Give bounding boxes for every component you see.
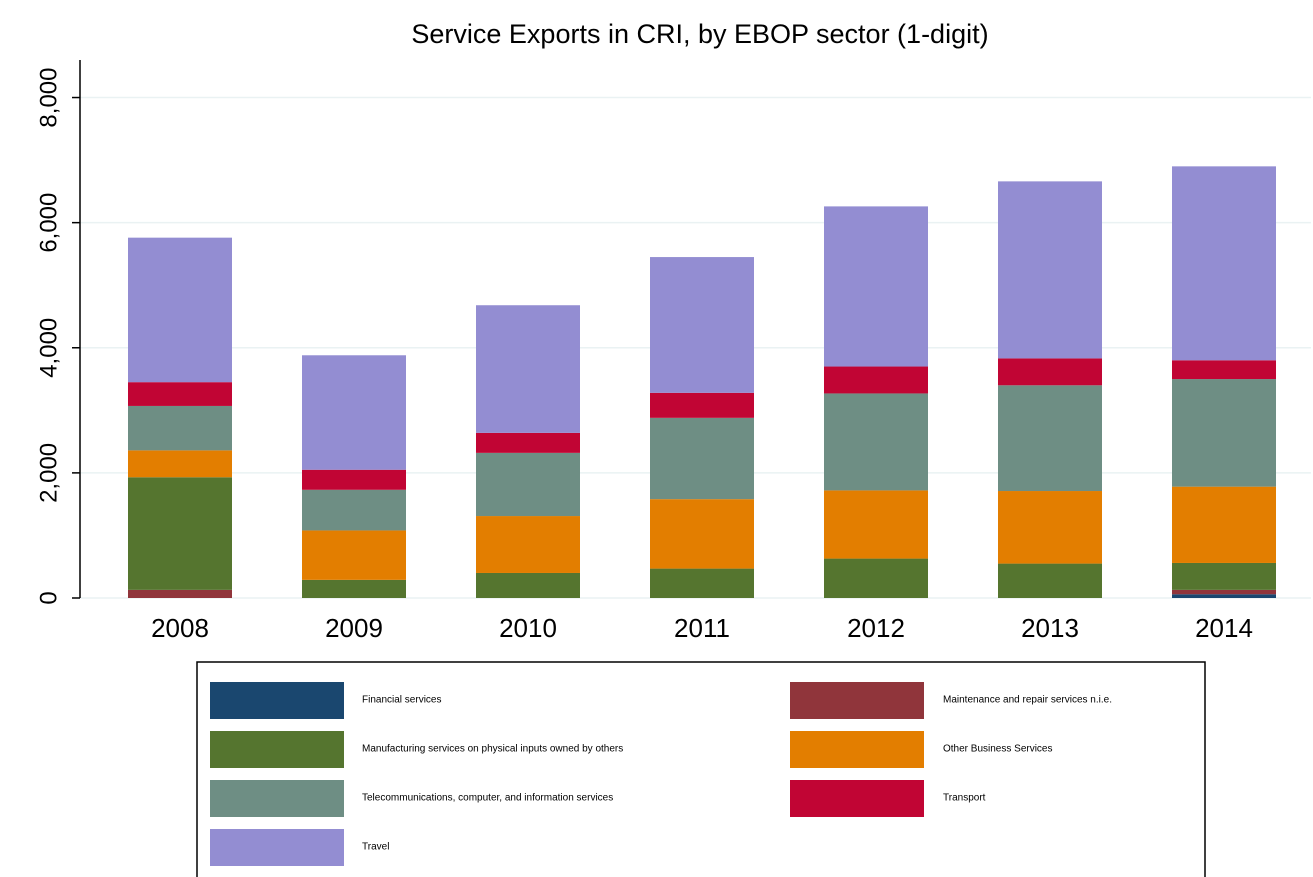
legend-label: Maintenance and repair services n.i.e. — [943, 695, 1112, 706]
bar-segment — [476, 305, 580, 433]
bar-segment — [998, 491, 1102, 564]
y-tick-label: 4,000 — [35, 318, 62, 378]
legend-box — [196, 661, 1206, 877]
bar-segment — [1172, 589, 1276, 595]
bar-segment — [824, 490, 928, 559]
legend-label: Financial services — [362, 695, 441, 706]
chart-title: Service Exports in CRI, by EBOP sector (… — [411, 19, 988, 49]
bar-segment — [650, 392, 754, 418]
bar-segment — [1172, 562, 1276, 590]
bar-segment — [998, 385, 1102, 492]
bar-segment — [998, 563, 1102, 598]
legend-swatch — [210, 682, 344, 719]
bar-segment — [128, 589, 232, 598]
y-tick-label: 0 — [35, 591, 62, 604]
bar-segment — [650, 568, 754, 598]
x-tick-label: 2009 — [325, 613, 383, 643]
bar-segment — [476, 572, 580, 598]
legend-swatch — [210, 780, 344, 817]
legend-swatch — [210, 829, 344, 866]
bar-segment — [824, 393, 928, 491]
legend-swatch — [210, 731, 344, 768]
bar-segment — [1172, 486, 1276, 563]
legend-label: Transport — [943, 793, 986, 804]
bar-segment — [128, 237, 232, 383]
bar-segment — [1172, 379, 1276, 487]
bar-segment — [1172, 360, 1276, 380]
legend-swatch — [790, 682, 924, 719]
bar-segment — [128, 477, 232, 590]
bar-segment — [650, 257, 754, 393]
bar-segment — [476, 516, 580, 573]
y-tick-label: 2,000 — [35, 443, 62, 503]
legend-label: Manufacturing services on physical input… — [362, 744, 623, 755]
x-tick-label: 2014 — [1195, 613, 1253, 643]
bar-segment — [128, 382, 232, 406]
bar-segment — [650, 417, 754, 500]
bar-segment — [998, 358, 1102, 386]
bar-segment — [998, 181, 1102, 359]
bar-segment — [302, 579, 406, 598]
x-tick-label: 2012 — [847, 613, 905, 643]
bar-segment — [128, 405, 232, 451]
bar-segment — [302, 489, 406, 531]
y-tick-label: 6,000 — [35, 193, 62, 253]
y-tick-label: 8,000 — [35, 68, 62, 128]
legend-label: Telecommunications, computer, and inform… — [362, 793, 613, 804]
legend-swatch — [790, 780, 924, 817]
bar-segment — [1172, 594, 1276, 598]
bar-segment — [650, 499, 754, 569]
bar-segment — [824, 206, 928, 367]
x-tick-label: 2011 — [674, 613, 730, 643]
legend-label: Other Business Services — [943, 744, 1053, 755]
x-tick-label: 2010 — [499, 613, 557, 643]
bar-segment — [824, 366, 928, 394]
legend-label: Travel — [362, 842, 389, 853]
bar-segment — [302, 469, 406, 490]
bar-segment — [476, 452, 580, 517]
legend-swatch — [790, 731, 924, 768]
x-tick-label: 2008 — [151, 613, 209, 643]
bar-segment — [1172, 166, 1276, 361]
bar-segment — [302, 355, 406, 470]
bar-segment — [128, 450, 232, 478]
bar-segment — [824, 558, 928, 598]
x-tick-label: 2013 — [1021, 613, 1079, 643]
bar-segment — [476, 432, 580, 453]
bar-segment — [302, 530, 406, 580]
